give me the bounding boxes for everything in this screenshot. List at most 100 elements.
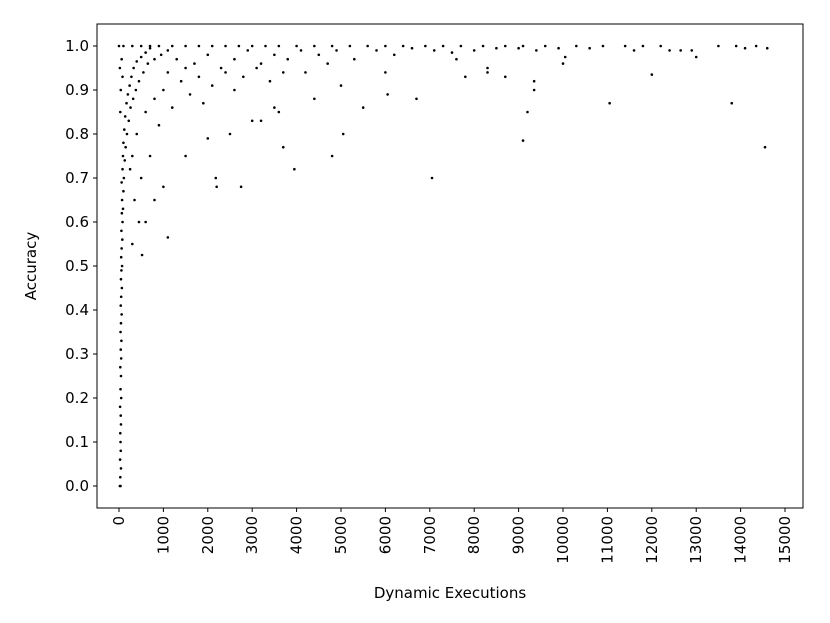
point [375,49,378,52]
point [118,66,122,70]
point [313,97,316,101]
point [119,330,122,334]
point [184,66,187,70]
point [206,53,210,57]
point [179,79,183,83]
point [734,44,738,48]
point [119,295,123,299]
point [175,57,179,61]
point [255,66,258,70]
point [503,75,507,79]
point [295,44,298,48]
point [122,189,125,193]
point [563,55,567,59]
point [532,79,536,83]
point [214,176,218,180]
x-tick-label: 11000 [598,516,616,564]
point [166,71,170,74]
plot-frame [96,23,804,509]
point [503,44,507,48]
point [162,88,165,92]
y-tick-label: 1.0 [65,37,89,55]
point [120,211,124,215]
point [188,93,192,96]
point [233,57,236,61]
x-tick-label: 13000 [687,516,705,564]
point [202,101,205,105]
point [125,101,128,105]
point [264,44,267,48]
point [424,44,427,48]
point [224,44,227,48]
point [386,93,389,96]
point [210,84,214,87]
point [601,44,605,48]
point [743,46,747,50]
point [120,57,123,61]
y-axis-label: Accuracy [22,232,40,301]
point [224,71,227,74]
point [137,79,141,83]
point [120,286,124,290]
point [118,458,122,461]
point [120,269,123,272]
point [286,57,290,61]
point [119,484,122,488]
point [432,49,436,52]
point [139,44,143,48]
point [237,44,241,48]
point [532,88,536,92]
point [557,46,560,50]
point [144,220,147,224]
point [330,154,334,158]
point [561,62,565,65]
point [131,97,135,101]
point [120,181,123,184]
x-tick-label: 15000 [776,516,794,564]
point [144,110,147,114]
point [659,44,662,48]
point [765,46,769,50]
y-tick-label: 0.9 [65,81,89,99]
point [129,106,132,109]
point [317,53,321,57]
point [233,88,236,92]
point [730,101,734,105]
point [521,139,525,142]
point [430,176,434,180]
point [121,207,125,211]
point [153,57,156,61]
point [119,387,122,391]
point [690,49,694,52]
point [330,44,334,48]
point [119,277,123,281]
x-tick-label: 3000 [243,516,261,554]
point [184,154,187,158]
point [128,167,132,171]
point [133,198,136,202]
point [339,84,343,87]
point [166,236,170,239]
point [455,57,458,61]
x-tick-label: 10000 [554,516,572,564]
point [123,115,127,118]
point [128,84,131,87]
point [119,110,122,114]
y-tick-label: 0.7 [65,169,89,187]
point [535,49,538,52]
point [126,93,130,96]
point [392,53,396,57]
point [410,46,414,50]
point [193,62,196,65]
point [131,44,134,48]
point [650,73,654,76]
point [668,49,671,52]
point [120,264,124,268]
point [135,132,139,136]
point [120,198,124,202]
point [277,110,281,114]
point [140,253,144,257]
point [120,313,123,316]
point [119,348,123,351]
